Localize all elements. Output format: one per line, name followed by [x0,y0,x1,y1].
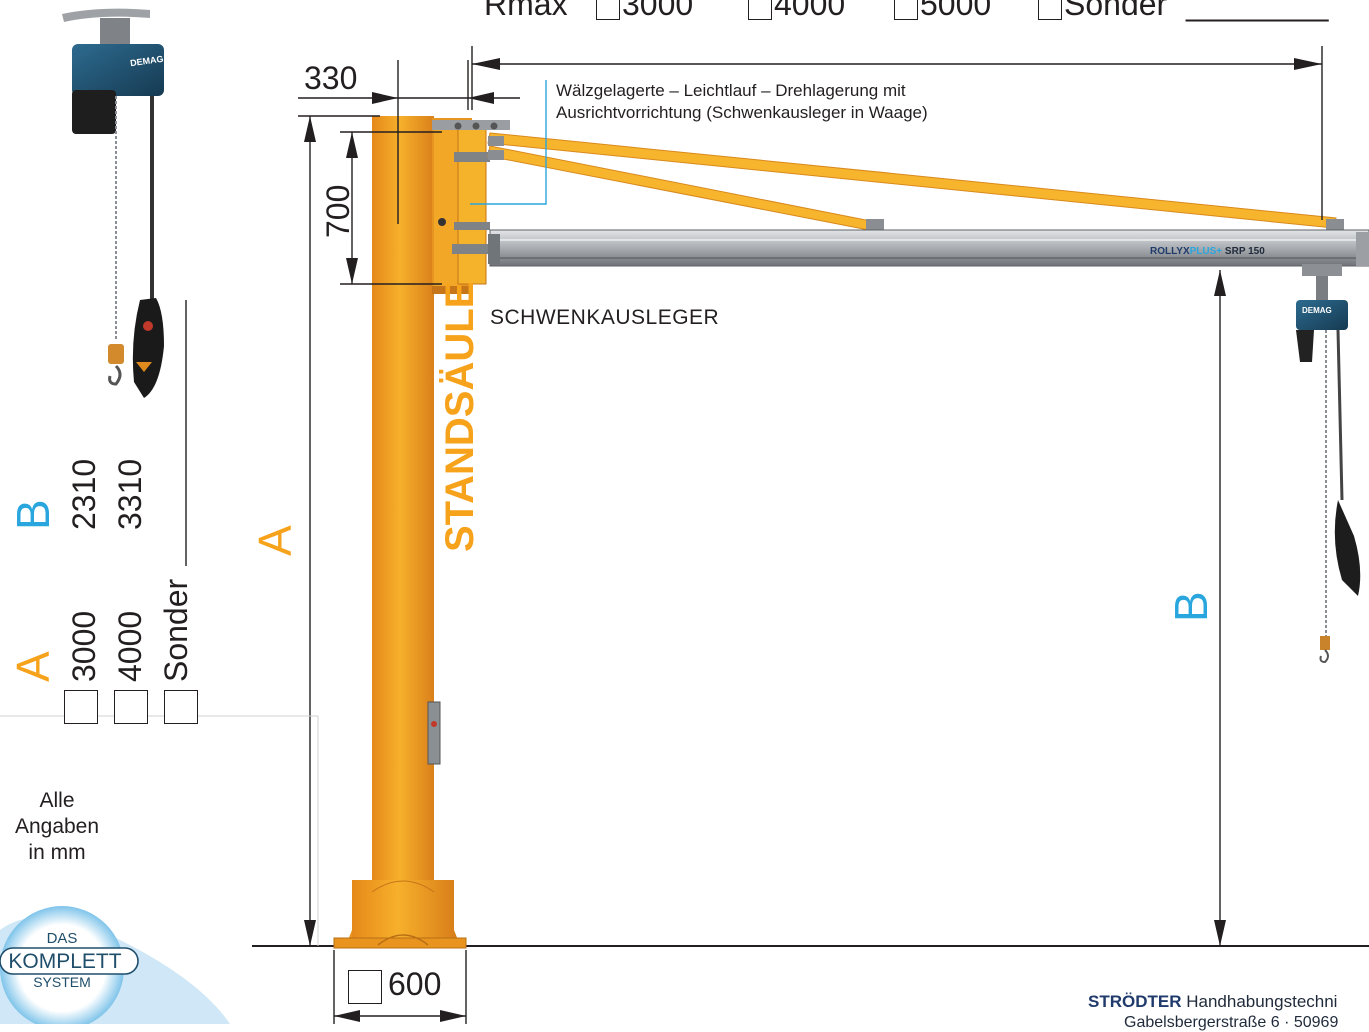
rail-brand: ROLLYXPLUS+ SRP 150 [1150,246,1265,257]
hoist-brand-right: DEMAG [1302,306,1332,315]
komplett-system-badge [0,906,230,1024]
bearing-note: Wälzgelagerte – Leichtlauf – Drehlagerun… [556,80,928,124]
dim-600: 600 [388,966,442,1002]
rmax-sonder-label: Sonder [1064,0,1168,22]
rmax-5000-label: 5000 [920,0,992,22]
column-label: STANDSÄULE [438,281,482,552]
units-note-line-3: in mm [28,841,86,864]
footer-company-bold: STRÖDTER [1088,992,1182,1011]
option-a-3000: 3000 [66,610,102,682]
footer-company-rest: Handhabungstechni [1181,992,1338,1011]
units-note-line-2: Angaben [14,815,100,838]
option-a-sonder-checkbox[interactable] [164,690,198,724]
dim-b-label: B [1165,591,1217,622]
rail-brand-plus: PLUS+ [1189,246,1223,257]
rmax-4000-label: 4000 [774,0,846,22]
dim-330: 330 [304,60,358,96]
rmax-3000-label: 3000 [622,0,694,22]
trolley-hoist [1296,264,1361,664]
base-600-checkbox[interactable] [348,970,382,1004]
option-a-4000-checkbox[interactable] [114,690,148,724]
option-a-sonder: Sonder [158,578,194,682]
rmax-label: Rmax [484,0,568,22]
bearing-note-line-1: Wälzgelagerte – Leichtlauf – Drehlagerun… [556,81,906,100]
dim-700: 700 [320,184,356,238]
jib-label: SCHWENKAUSLEGER [490,306,720,329]
badge-line-3: SYSTEM [33,974,91,990]
footer-address: Gabelsbergerstraße 6 · 50969 [1124,1014,1339,1031]
pivot-bearing [432,120,510,285]
rmax-sonder-blank: ________ [1186,0,1329,22]
dimension-arrows [304,58,1322,1022]
rmax-3000-checkbox[interactable] [596,0,620,20]
option-a-3000-checkbox[interactable] [64,690,98,724]
option-a-title: A [7,651,59,682]
tie-rods [487,132,1344,232]
option-b-3310: 3310 [112,458,148,530]
dim-a-label: A [249,525,301,556]
rmax-5000-checkbox[interactable] [894,0,918,20]
rmax-4000-checkbox[interactable] [748,0,772,20]
bearing-note-line-2: Ausrichtvorrichtung (Schwenkausleger in … [556,103,928,122]
option-a-4000: 4000 [112,610,148,682]
option-b-title: B [7,499,59,530]
rail-brand-model: SRP 150 [1222,246,1265,257]
badge-line-1: DAS [46,930,78,947]
jib-rail [488,229,1369,267]
units-note-line-1: Alle [39,789,75,812]
rmax-sonder-checkbox[interactable] [1038,0,1062,20]
standing-column [333,116,472,949]
rail-brand-rollyx: ROLLYX [1150,246,1190,257]
badge-line-2: KOMPLETT [8,950,122,973]
footer-company: STRÖDTER Handhabungstechni [1088,992,1337,1012]
demag-hoist-illustration [62,8,164,398]
units-note: Alle Angaben in mm [0,788,114,866]
option-b-2310: 2310 [66,458,102,530]
control-box [427,701,441,765]
